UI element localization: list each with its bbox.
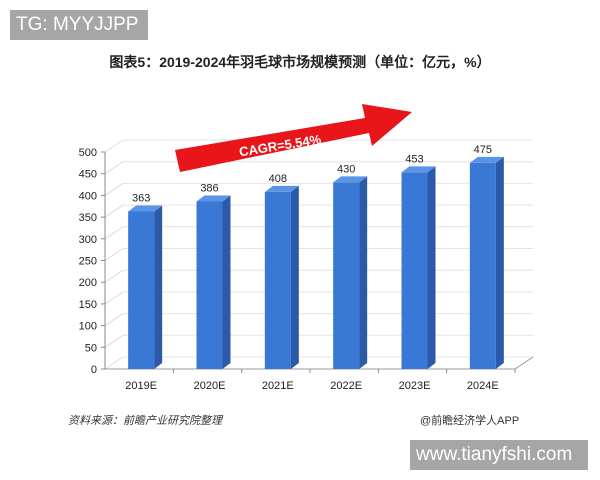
- gridline: [104, 139, 124, 153]
- bar-top: [401, 166, 436, 173]
- y-tick-label: 100: [79, 321, 97, 333]
- bar: [128, 211, 155, 369]
- data-label: 475: [474, 144, 492, 156]
- gridline: [104, 248, 124, 261]
- bar-top: [196, 195, 231, 202]
- x-tick-label: 2021E: [262, 380, 294, 392]
- data-label: 386: [200, 182, 218, 194]
- data-label: 430: [337, 163, 355, 175]
- cagr-arrow: [175, 104, 412, 172]
- y-tick-label: 450: [79, 169, 97, 181]
- y-tick-label: 500: [79, 147, 97, 159]
- chart-title: 图表5：2019-2024年羽毛球市场规模预测（单位：亿元，%）: [109, 54, 491, 70]
- gridline: [104, 204, 124, 218]
- bar-side: [222, 195, 231, 369]
- x-tick-label: 2024E: [467, 380, 499, 392]
- y-tick-label: 350: [79, 212, 97, 224]
- bar-side: [495, 156, 504, 369]
- bar-top: [469, 156, 504, 163]
- bar: [469, 162, 496, 369]
- x-tick-label: 2022E: [330, 380, 362, 392]
- y-tick-label: 250: [79, 256, 97, 268]
- bar-top: [128, 205, 163, 212]
- gridline: [104, 313, 124, 327]
- y-tick-label: 400: [79, 190, 97, 202]
- gridline: [104, 291, 124, 305]
- x-tick-label: 2019E: [125, 380, 157, 392]
- bar-top: [333, 176, 368, 183]
- bar-side: [154, 205, 163, 369]
- gridline: [104, 269, 124, 283]
- gridline: [104, 182, 124, 196]
- y-tick-label: 50: [85, 342, 97, 354]
- credit: @前瞻经济学人APP: [420, 415, 520, 427]
- gridline: [104, 161, 124, 175]
- data-label: 408: [269, 173, 287, 185]
- bar: [196, 201, 223, 369]
- bar: [264, 191, 291, 369]
- source-note: 资料来源：前瞻产业研究院整理: [68, 415, 222, 427]
- watermark-top: TG: MYYJJPP: [10, 10, 148, 40]
- bar: [333, 182, 360, 369]
- x-tick-label: 2020E: [194, 380, 226, 392]
- bar-top: [264, 185, 299, 192]
- y-tick-label: 0: [91, 364, 97, 376]
- data-label: 363: [132, 192, 150, 204]
- gridline: [104, 334, 124, 348]
- bar-side: [427, 166, 436, 369]
- x-tick-label: 2023E: [399, 380, 431, 392]
- x-axis: [105, 356, 534, 370]
- y-tick-label: 150: [79, 299, 97, 311]
- bar-side: [359, 176, 368, 369]
- watermark-bottom: www.tianyfshi.com: [410, 440, 588, 470]
- bar: [401, 172, 428, 369]
- gridline: [104, 226, 124, 240]
- y-tick-label: 200: [79, 277, 97, 289]
- data-label: 453: [405, 153, 423, 165]
- bar-side: [290, 185, 299, 369]
- y-tick-label: 300: [79, 234, 97, 246]
- gridline: [104, 356, 124, 370]
